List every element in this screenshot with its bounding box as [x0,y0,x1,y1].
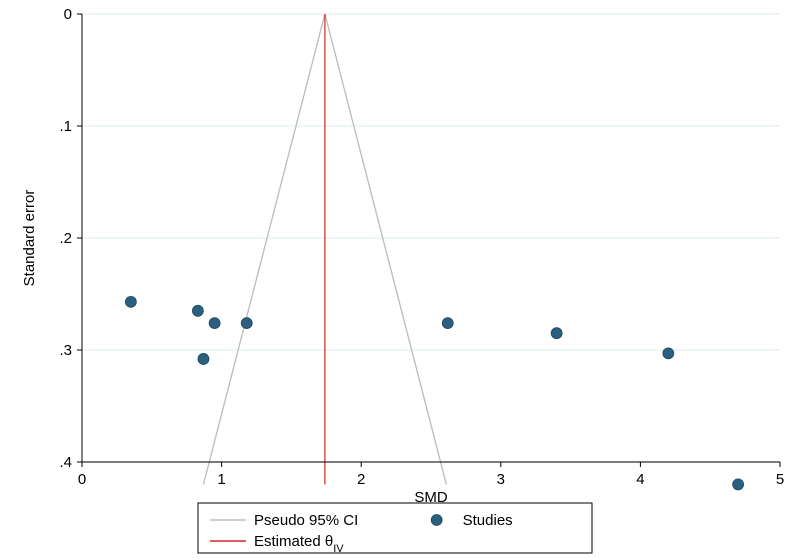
x-tick-label: 4 [636,471,644,488]
study-point [551,328,562,339]
y-tick-label: .1 [59,118,72,135]
study-point [198,353,209,364]
y-tick-label: .4 [59,454,72,471]
x-tick-label: 5 [776,471,784,488]
y-tick-label: .2 [59,230,72,247]
study-point [241,318,252,329]
x-tick-label: 2 [357,471,365,488]
y-tick-label: .3 [59,342,72,359]
study-point [442,318,453,329]
x-tick-label: 0 [78,471,86,488]
x-tick-label: 1 [217,471,225,488]
study-point [125,296,136,307]
y-tick-label: 0 [64,6,72,23]
x-tick-label: 3 [497,471,505,488]
y-axis-label: Standard error [21,190,38,287]
funnel-plot-svg: 012345SMD0.1.2.3.4Standard errorPseudo 9… [0,0,800,559]
legend-label-studies: Studies [463,512,513,529]
legend-label-ci: Pseudo 95% CI [254,512,358,529]
study-point [209,318,220,329]
study-point [663,348,674,359]
legend-swatch-studies [431,515,442,526]
study-point [192,305,203,316]
study-point [733,479,744,490]
chart-container: 012345SMD0.1.2.3.4Standard errorPseudo 9… [0,0,800,559]
